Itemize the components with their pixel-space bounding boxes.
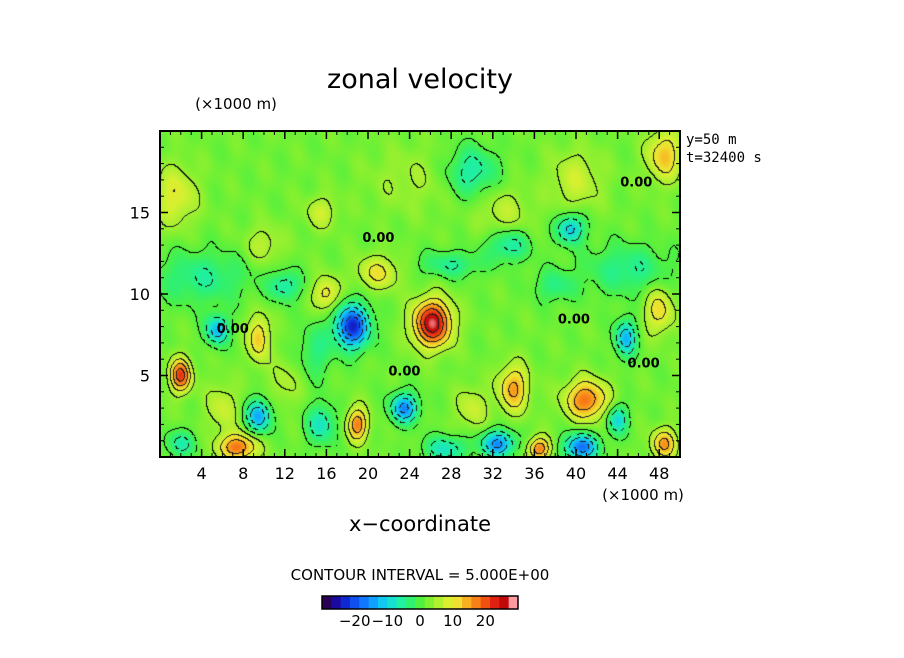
- colorbar-tick-label: −20: [339, 612, 371, 630]
- colorbar-tick-label: 0: [415, 612, 425, 630]
- contour-label: 0.00: [362, 231, 394, 246]
- contour-labels: 0.00 0.00 0.00 0.00 0.00 0.00: [217, 175, 660, 379]
- contour-label: 0.00: [628, 356, 660, 371]
- x-tick-label: 12: [275, 464, 295, 483]
- contour-interval-text: CONTOUR INTERVAL = 5.000E+00: [291, 566, 550, 584]
- colorbar-swatch: [508, 596, 519, 609]
- colorbar-swatch: [424, 596, 435, 609]
- colorbar-swatch: [340, 596, 351, 609]
- colorbar-swatch: [322, 596, 332, 609]
- y-tick-label: 15: [130, 204, 150, 223]
- x-tick-label: 20: [358, 464, 378, 483]
- contour-label: 0.00: [217, 322, 249, 337]
- contour-label: 0.00: [388, 365, 420, 380]
- colorbar-swatch: [331, 596, 342, 609]
- info-line-y: y=50 m: [686, 132, 737, 148]
- x-axis-ticks: 4 8 12 16 20 24 28 32 36 40 44 48: [169, 131, 671, 483]
- y-tick-label: 5: [140, 367, 150, 386]
- colorbar-tick-label: −10: [372, 612, 404, 630]
- y-tick-label: 10: [130, 285, 150, 304]
- x-tick-label: 8: [238, 464, 248, 483]
- plot-area: 0.000.000.000.000.000.00 4 8 12 16 20 24 28 32 3…: [130, 130, 681, 483]
- x-tick-label: 28: [441, 464, 461, 483]
- colorbar-swatch: [406, 596, 416, 609]
- colorbar-swatch: [443, 596, 454, 609]
- colorbar-tick-label: 20: [476, 612, 495, 630]
- x-tick-label: 24: [399, 464, 419, 483]
- contour-label: 0.00: [558, 312, 590, 327]
- x-axis-unit: (×1000 m): [602, 486, 684, 504]
- x-tick-label: 44: [607, 464, 627, 483]
- x-tick-label: 36: [524, 464, 544, 483]
- y-axis-unit: (×1000 m): [195, 95, 277, 113]
- x-tick-label: 48: [649, 464, 669, 483]
- colorbar-swatch: [490, 596, 500, 609]
- colorbar-swatch: [480, 596, 491, 609]
- velocity-field: [160, 131, 680, 457]
- colorbar-swatch: [350, 596, 360, 609]
- colorbar-frame: [321, 595, 519, 610]
- colorbar-swatch: [415, 596, 426, 609]
- colorbar-swatch: [471, 596, 482, 609]
- colorbar-swatch: [396, 596, 407, 609]
- chart-title: zonal velocity: [327, 64, 513, 95]
- x-axis-label: x−coordinate: [349, 512, 491, 536]
- x-tick-label: 16: [316, 464, 336, 483]
- colorbar-swatch: [368, 596, 379, 609]
- colorbar-swatch: [359, 596, 370, 609]
- contour-label: 0.00: [620, 175, 652, 190]
- x-tick-label: 4: [197, 464, 207, 483]
- x-tick-label: 32: [483, 464, 503, 483]
- colorbar-swatch: [387, 596, 398, 609]
- colorbar-swatch: [434, 596, 444, 609]
- x-tick-label: 40: [566, 464, 586, 483]
- colorbar-swatch: [499, 596, 510, 609]
- colorbar-swatch: [452, 596, 463, 609]
- info-line-t: t=32400 s: [686, 150, 762, 166]
- colorbar-swatch: [378, 596, 388, 609]
- colorbar-tick-label: 10: [443, 612, 462, 630]
- y-axis-ticks: 5 10 15: [130, 146, 680, 442]
- colorbar-swatch: [462, 596, 472, 609]
- colorbar: −20 −10 0 10 20: [321, 595, 519, 630]
